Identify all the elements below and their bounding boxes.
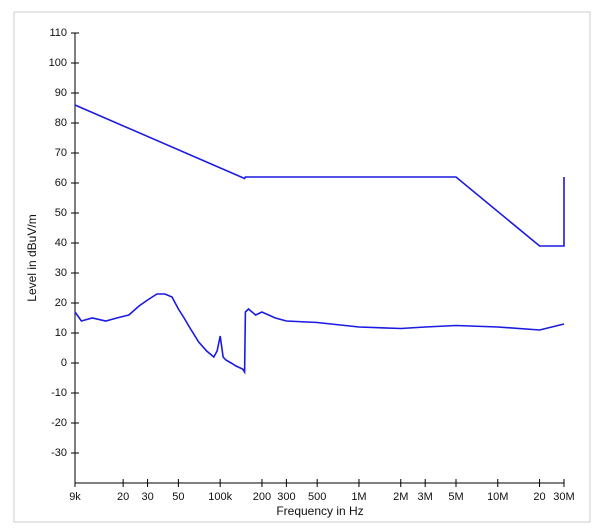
series-line	[74, 293, 565, 375]
x-tick-label: 30M	[553, 491, 574, 503]
x-tick-label: 9k	[69, 491, 81, 503]
x-tick-label: 20	[117, 491, 129, 503]
y-tick-label: 100	[49, 57, 67, 69]
y-axis-title: Level in dBuV/m	[25, 214, 39, 301]
y-tick-label: 80	[55, 117, 67, 129]
x-tick-label: 10M	[487, 491, 508, 503]
y-tick-label: -10	[51, 387, 67, 399]
x-tick-label: 500	[308, 491, 326, 503]
y-tick-label: 90	[55, 87, 67, 99]
x-tick-label: 200	[253, 491, 271, 503]
x-tick-label: 1M	[351, 491, 366, 503]
x-tick-label: 300	[277, 491, 295, 503]
x-tick-label: 50	[172, 491, 184, 503]
y-tick-label: 40	[55, 237, 67, 249]
y-tick-label: 10	[55, 327, 67, 339]
x-tick-label: 3M	[418, 491, 433, 503]
y-tick-label: 50	[55, 207, 67, 219]
y-tick-label: 110	[49, 27, 67, 39]
x-tick-label: 100k	[208, 491, 232, 503]
y-tick-label: 30	[55, 267, 67, 279]
y-tick-label: 60	[55, 177, 67, 189]
x-axis-title: Frequency in Hz	[276, 504, 363, 518]
x-tick-label: 20	[533, 491, 545, 503]
y-tick-label: 0	[61, 357, 67, 369]
frame	[13, 11, 591, 523]
y-tick-label: -20	[51, 417, 67, 429]
x-tick-label: 5M	[448, 491, 463, 503]
y-tick-label: 20	[55, 297, 67, 309]
x-tick-label: 30	[141, 491, 153, 503]
series-line	[74, 104, 565, 247]
x-tick-label: 2M	[393, 491, 408, 503]
y-tick-label: 70	[55, 147, 67, 159]
y-tick-label: -30	[51, 447, 67, 459]
